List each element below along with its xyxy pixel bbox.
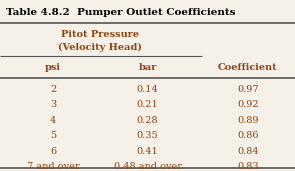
Text: 0.48 and over: 0.48 and over xyxy=(114,162,181,171)
Text: Table 4.8.2  Pumper Outlet Coefficients: Table 4.8.2 Pumper Outlet Coefficients xyxy=(6,8,235,17)
Text: Coefficient: Coefficient xyxy=(218,63,278,72)
Text: 0.14: 0.14 xyxy=(137,85,158,94)
Text: 0.97: 0.97 xyxy=(237,85,259,94)
Text: 0.92: 0.92 xyxy=(237,100,259,109)
Text: 0.41: 0.41 xyxy=(137,147,158,156)
Text: 0.86: 0.86 xyxy=(237,131,258,140)
Text: 5: 5 xyxy=(50,131,56,140)
Text: 7 and over: 7 and over xyxy=(27,162,79,171)
Text: (Velocity Head): (Velocity Head) xyxy=(58,43,142,52)
Text: 4: 4 xyxy=(50,116,56,125)
Text: Pitot Pressure: Pitot Pressure xyxy=(61,30,139,39)
Text: 0.84: 0.84 xyxy=(237,147,259,156)
Text: 3: 3 xyxy=(50,100,56,109)
Text: psi: psi xyxy=(45,63,61,72)
Text: 0.35: 0.35 xyxy=(137,131,158,140)
Text: 0.21: 0.21 xyxy=(137,100,158,109)
Text: 6: 6 xyxy=(50,147,56,156)
Text: 0.28: 0.28 xyxy=(137,116,158,125)
Text: 0.83: 0.83 xyxy=(237,162,259,171)
Text: 0.89: 0.89 xyxy=(237,116,258,125)
Text: bar: bar xyxy=(138,63,157,72)
Text: 2: 2 xyxy=(50,85,56,94)
